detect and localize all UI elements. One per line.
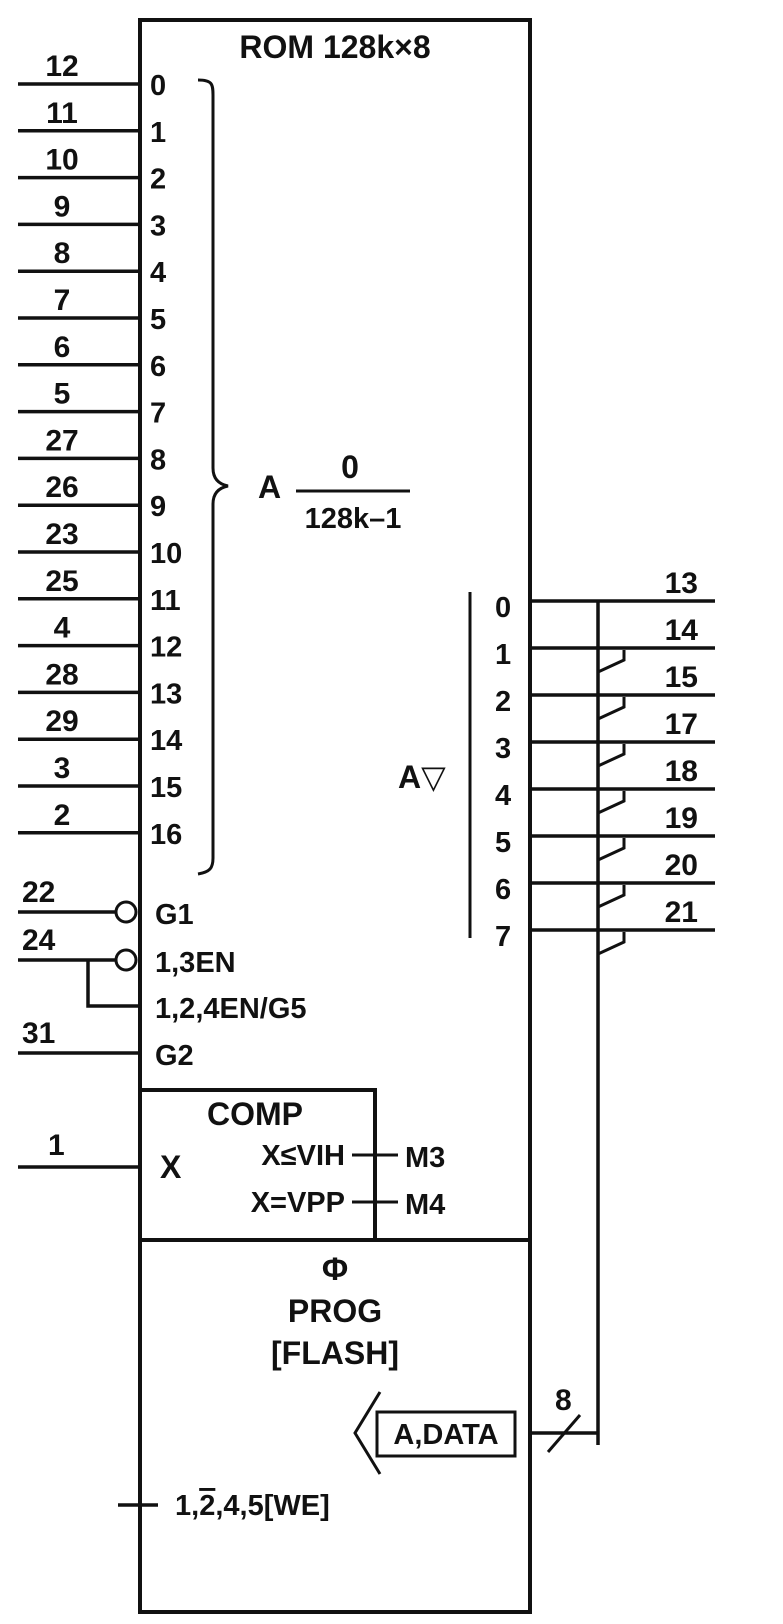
address-range-top: 0 — [341, 449, 359, 485]
address-inputs: 1201111029384756657278269231025114122813… — [18, 50, 182, 851]
output-bit-label: 3 — [495, 733, 511, 765]
output-bit-label: 1 — [495, 639, 511, 671]
address-bit-label: 7 — [150, 398, 166, 430]
mode-label-m4: M4 — [405, 1189, 445, 1221]
address-pin-number: 8 — [54, 237, 71, 270]
output-bit-label: 0 — [495, 592, 511, 624]
address-pin-number: 7 — [54, 284, 71, 317]
address-bit-label: 4 — [150, 257, 166, 289]
write-enable-inverted-digit: 2 — [199, 1490, 215, 1522]
programming-block: Φ PROG [FLASH] A,DATA 8 1,2,4,5[WE] — [118, 1251, 598, 1522]
bus-width-slash — [546, 1414, 582, 1453]
output-bit-label: 2 — [495, 686, 511, 718]
write-enable-suffix: ,4,5[WE] — [215, 1490, 329, 1522]
output-bit-label: 5 — [495, 827, 511, 859]
output-pin-number: 15 — [665, 661, 698, 694]
output-pin-number: 13 — [665, 567, 698, 600]
address-bit-label: 1 — [150, 117, 166, 149]
address-bit-label: 2 — [150, 164, 166, 196]
control-label-g2: G2 — [155, 1040, 194, 1072]
comparator-block: COMP 1 X X≤VIH X=VPP M3 M4 — [18, 1096, 445, 1221]
output-pin-number: 18 — [665, 755, 698, 788]
bus-entry-mark — [597, 650, 626, 674]
control-inputs: 22 G1 24 1,3EN 1,2,4EN/G5 31 G2 — [18, 876, 307, 1072]
prog-subtitle: [FLASH] — [271, 1335, 399, 1371]
address-brace — [197, 78, 229, 876]
comparator-title: COMP — [207, 1096, 303, 1132]
control-branch-en — [86, 960, 140, 1008]
output-bit-label: 7 — [495, 921, 511, 953]
output-pin-number: 21 — [665, 896, 698, 929]
address-pin-number: 3 — [54, 752, 71, 785]
control-pin-g1: 22 — [22, 876, 55, 909]
output-group-label: A▽ — [398, 759, 446, 795]
prog-title: PROG — [288, 1293, 382, 1329]
inversion-bubble-g1 — [114, 900, 138, 924]
address-group-label: A — [258, 469, 281, 505]
output-pin-number: 17 — [665, 708, 698, 741]
address-pin-number: 25 — [45, 565, 78, 598]
output-bit-label: 4 — [495, 780, 511, 812]
chip-title: ROM 128k×8 — [239, 29, 430, 65]
address-range-bottom: 128k–1 — [305, 503, 402, 535]
mode-label-m3: M3 — [405, 1142, 445, 1174]
bus-width-label: 8 — [555, 1384, 572, 1417]
address-bit-label: 10 — [150, 538, 182, 570]
address-bit-label: 16 — [150, 819, 182, 851]
output-pin-number: 20 — [665, 849, 698, 882]
data-outputs: 0 13 1 14 2 15 3 17 4 18 5 19 6 20 7 21 — [495, 567, 715, 956]
address-pin-number: 27 — [45, 424, 78, 457]
control-label-g1: G1 — [155, 899, 194, 931]
data-io-box — [375, 1410, 517, 1458]
data-io-label: A,DATA — [393, 1419, 498, 1451]
address-pin-number: 9 — [54, 190, 71, 223]
address-bit-label: 13 — [150, 678, 182, 710]
address-bit-label: 0 — [150, 70, 166, 102]
address-pin-number: 6 — [54, 331, 71, 364]
address-bit-label: 15 — [150, 772, 182, 804]
bus-entry-mark — [597, 932, 626, 956]
chip-outline — [138, 18, 532, 1614]
address-pin-number: 2 — [54, 799, 71, 832]
bus-entry-mark — [597, 697, 626, 721]
address-pin-number: 28 — [45, 658, 78, 691]
address-bit-label: 3 — [150, 210, 166, 242]
comparator-cond-vih: X≤VIH — [261, 1140, 345, 1172]
address-bit-label: 11 — [150, 585, 181, 617]
address-pin-number: 26 — [45, 471, 78, 504]
address-bit-label: 5 — [150, 304, 166, 336]
output-bit-label: 6 — [495, 874, 511, 906]
comparator-input-label: X — [160, 1149, 182, 1185]
address-pin-number: 10 — [45, 144, 78, 177]
prog-symbol: Φ — [322, 1251, 348, 1287]
output-pin-number: 14 — [665, 614, 699, 647]
address-pin-number: 29 — [45, 705, 78, 738]
address-bit-label: 8 — [150, 444, 166, 476]
inversion-bubble-en — [114, 948, 138, 972]
bus-entry-mark — [597, 838, 626, 862]
address-pin-number: 4 — [54, 612, 71, 645]
control-pin-en: 24 — [22, 924, 56, 957]
output-pin-number: 19 — [665, 802, 698, 835]
address-pin-number: 12 — [45, 50, 78, 83]
bus-entry-mark — [597, 885, 626, 909]
control-label-4en-g5: 1,2,4EN/G5 — [155, 993, 307, 1025]
control-label-3en: 1,3EN — [155, 947, 236, 979]
bus-entry-mark — [597, 791, 626, 815]
address-pin-number: 5 — [54, 378, 71, 411]
address-bit-label: 12 — [150, 632, 182, 664]
write-enable-label: 1,2,4,5[WE] — [175, 1490, 330, 1522]
control-pin-g2: 31 — [22, 1017, 55, 1050]
write-enable-prefix: 1, — [175, 1490, 199, 1522]
comparator-input-pin: 1 — [48, 1129, 65, 1162]
address-pin-number: 11 — [46, 97, 78, 130]
address-bit-label: 14 — [150, 725, 182, 757]
comparator-cond-vpp: X=VPP — [251, 1187, 345, 1219]
address-pin-number: 23 — [45, 518, 78, 551]
address-bit-label: 9 — [150, 491, 166, 523]
address-bit-label: 6 — [150, 351, 166, 383]
bus-entry-mark — [597, 744, 626, 768]
data-io-arrow — [353, 1391, 382, 1475]
